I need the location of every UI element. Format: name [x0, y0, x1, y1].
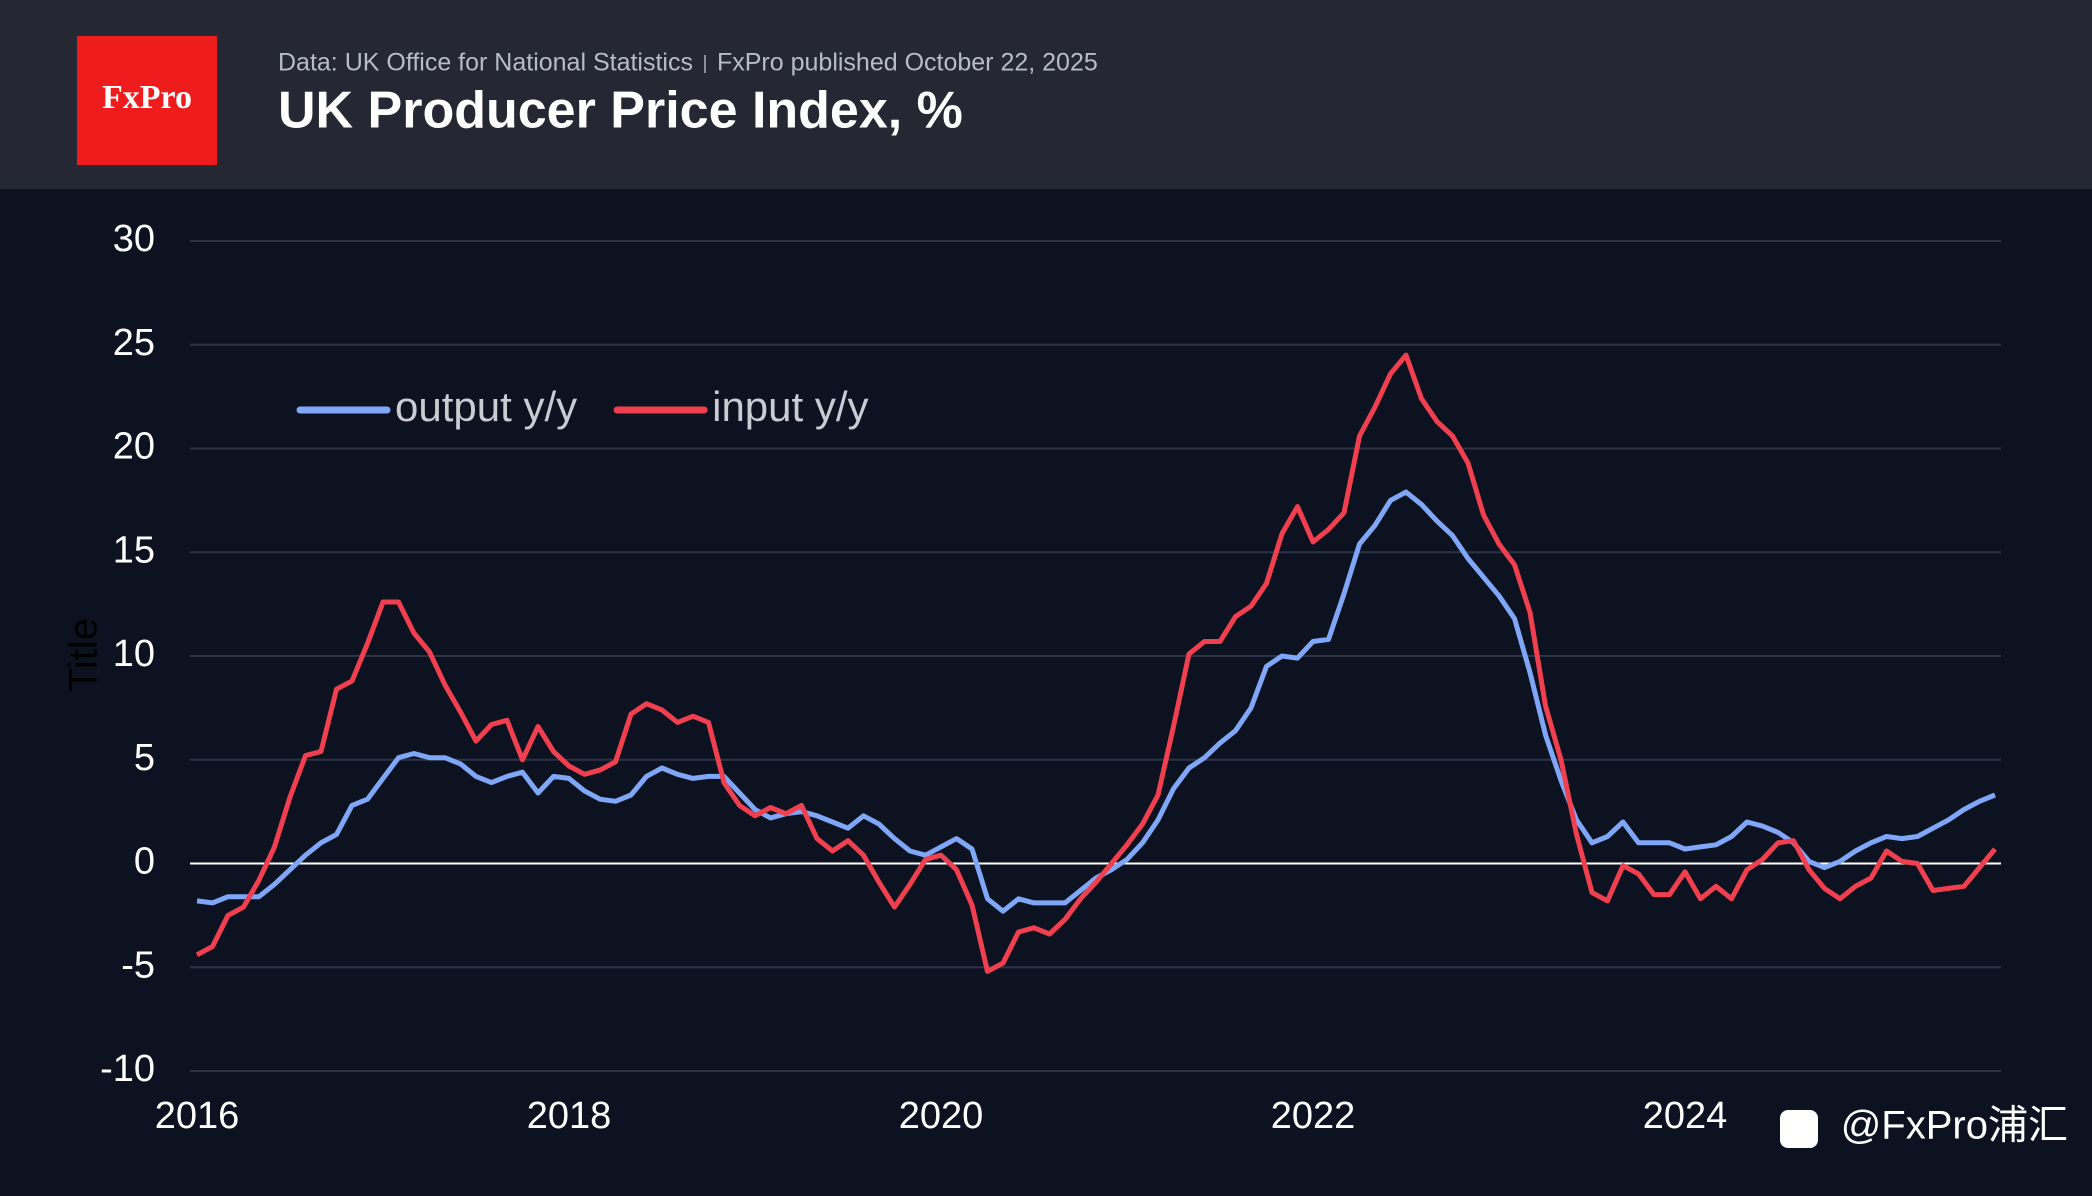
x-tick-label: 2022 [1271, 1095, 1356, 1137]
y-tick-label: 10 [113, 633, 155, 675]
legend-label: output y/y [395, 383, 577, 430]
y-tick-label: 20 [113, 426, 155, 468]
legend-label: input y/y [712, 383, 868, 430]
x-tick-label: 2018 [527, 1095, 612, 1137]
x-tick-label: 2024 [1643, 1095, 1728, 1137]
published: FxPro published October 22, 2025 [717, 49, 1098, 77]
header-bar [0, 0, 2092, 189]
chart-title: UK Producer Price Index, % [278, 82, 963, 140]
series-line [196, 489, 1996, 914]
x-tick-label: 2016 [155, 1095, 240, 1137]
y-tick-label: 15 [113, 529, 155, 571]
y-tick-label: 5 [134, 737, 155, 779]
plot-area: -10 -5 0 5 10 15 20 25 30 2016 2018 2020 2022 2024 out… [100, 218, 2001, 1137]
x-tick-label: 2020 [899, 1095, 984, 1137]
watermark-icon [1780, 1110, 1818, 1148]
watermark: @FxPro浦汇 [1841, 1104, 2068, 1148]
source: Data: UK Office for National Statistics [278, 49, 693, 77]
series-line [195, 352, 1997, 974]
y-tick-label: -5 [121, 944, 155, 986]
y-tick-label: 30 [113, 218, 155, 260]
y-tick-label: 0 [134, 841, 155, 883]
y-axis-label: Title [62, 618, 106, 692]
logo-text: FxPro [102, 79, 192, 116]
y-tick-label: -10 [100, 1048, 155, 1090]
y-tick-label: 25 [113, 322, 155, 364]
logo [77, 36, 217, 165]
